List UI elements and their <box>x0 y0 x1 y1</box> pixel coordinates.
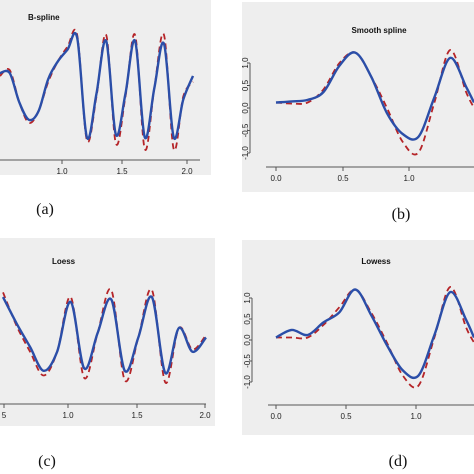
y-tick-label: 1.0 <box>241 57 250 69</box>
y-tick-label: -1.0 <box>243 375 252 389</box>
y-tick-label: -1.0 <box>241 146 250 160</box>
chart-title: Loess <box>52 257 76 266</box>
fitted-curve-line <box>0 31 195 141</box>
x-tick-label: 1.0 <box>410 412 422 421</box>
x-tick-label: 1.0 <box>62 411 74 420</box>
y-tick-label: 0.0 <box>241 102 250 114</box>
panel-caption: (d) <box>389 453 408 470</box>
true-curve-line <box>275 49 474 156</box>
y-tick-label: -0.5 <box>241 123 250 137</box>
x-tick-label: 2.0 <box>199 411 211 420</box>
y-tick-label: 0.5 <box>243 313 252 325</box>
x-tick-label: 1.5 <box>131 411 143 420</box>
plot-background <box>0 0 211 175</box>
chart-title: B-spline <box>28 13 60 22</box>
x-tick-label: 2.0 <box>181 167 193 176</box>
x-tick-label: 0.5 <box>340 412 352 421</box>
chart-title: Lowess <box>361 257 391 266</box>
y-tick-label: 0.5 <box>241 79 250 91</box>
panel-caption: (a) <box>36 201 54 218</box>
chart-panel-2: Smooth spline 0.0 0.5 1.0 1.0 0.5 0.0 -0.5 -1.0 <box>241 2 474 192</box>
panel-caption: (c) <box>38 453 56 470</box>
chart-panel-3: Loess 5 1.0 1.5 2.0 <box>0 238 215 426</box>
chart-title: Smooth spline <box>351 26 407 35</box>
x-tick-label: 5 <box>2 411 7 420</box>
y-tick-label: 0.0 <box>243 334 252 346</box>
panel-caption: (b) <box>392 206 411 223</box>
x-tick-label: 0.5 <box>337 174 349 183</box>
chart-panel-4: Lowess 0.0 0.5 1.0 1.0 0.5 0.0 -0.5 -1.0 <box>242 240 474 435</box>
x-tick-label: 1.5 <box>116 167 128 176</box>
x-tick-label: 1.0 <box>56 167 68 176</box>
fitted-curve-line <box>275 288 474 380</box>
y-tick-label: -0.5 <box>243 354 252 368</box>
fitted-curve-line <box>1 295 207 375</box>
fitted-curve-line <box>275 51 474 141</box>
x-tick-label: 0.0 <box>270 174 282 183</box>
true-curve-line <box>275 286 474 389</box>
plot-background <box>0 238 215 426</box>
y-tick-label: 1.0 <box>243 292 252 304</box>
chart-panel-1: B-spline 1.0 1.5 2.0 <box>0 0 211 176</box>
x-tick-label: 0.0 <box>270 412 282 421</box>
x-tick-label: 1.0 <box>403 174 415 183</box>
